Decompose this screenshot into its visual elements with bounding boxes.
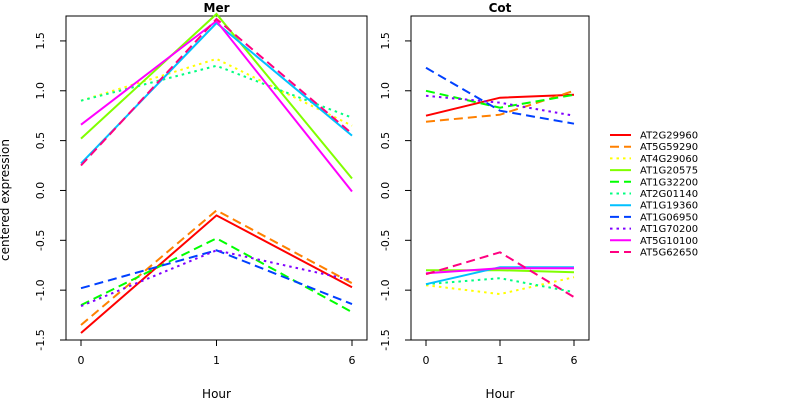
series-line-at1g19360 (80, 21, 353, 165)
series-line-at1g20575 (426, 269, 575, 274)
series-line-at5g10100 (425, 267, 574, 275)
x-tick-label: 0 (423, 354, 430, 367)
series-line-at2g01140 (80, 64, 353, 119)
y-tick-label: 0.5 (34, 132, 47, 150)
y-tick-label: -0.5 (379, 230, 392, 251)
y-axis-title: centered expression (0, 139, 12, 261)
y-tick-label: 1.5 (379, 32, 392, 50)
legend-label: AT1G06950 (640, 212, 698, 223)
y-tick-label: 0.0 (379, 182, 392, 200)
legend-label: AT2G29960 (640, 131, 698, 142)
series-line-at2g01140 (425, 277, 575, 294)
legend-label: AT5G10100 (640, 236, 698, 247)
y-tick-label: 0.5 (379, 132, 392, 150)
legend-label: AT1G20575 (640, 166, 698, 177)
series-line-at1g70200 (425, 94, 575, 117)
series-line-at5g62650 (425, 251, 575, 298)
series-line-at2g29960 (80, 214, 353, 334)
legend-item: AT1G32200 (610, 177, 698, 188)
y-tick-label: 0.0 (34, 182, 47, 200)
legend-label: AT4G29060 (640, 154, 698, 165)
legend-item: AT1G19360 (610, 201, 698, 212)
legend-label: AT2G01140 (640, 189, 698, 200)
legend-item: AT1G70200 (610, 224, 698, 235)
series-line-at1g20575 (80, 12, 353, 180)
legend-item: AT5G62650 (610, 248, 698, 259)
legend-item: AT2G01140 (610, 189, 698, 200)
legend-label: AT1G32200 (640, 177, 698, 188)
x-tick-label: 1 (213, 354, 220, 367)
y-tick-label: 1.0 (379, 82, 392, 100)
x-axis-title: Hour (202, 387, 231, 400)
legend-label: AT5G59290 (640, 142, 698, 153)
series-line-at5g62650 (80, 17, 353, 167)
x-tick-label: 6 (571, 354, 578, 367)
series-line-at1g06950 (80, 249, 353, 306)
series-line-at4g29060 (80, 57, 353, 127)
y-tick-label: -1.5 (34, 329, 47, 350)
y-tick-label: -1.0 (379, 279, 392, 300)
panel-mer: Mer -1.5 -1.0 -0.5 0.0 0.5 1.0 1.5 0 1 6 Hour (34, 1, 368, 400)
legend-item: AT1G20575 (610, 166, 698, 177)
y-tick-label: -1.0 (34, 279, 47, 300)
series-line-at1g06950 (425, 66, 575, 125)
x-tick-label: 1 (497, 354, 504, 367)
legend-item: AT4G29060 (610, 154, 698, 165)
series-line-at2g29960 (425, 93, 575, 117)
legend-label: AT1G70200 (640, 224, 698, 235)
legend-item: AT5G10100 (610, 236, 698, 247)
panel-title: Mer (204, 1, 230, 15)
legend: AT2G29960AT5G59290AT4G29060AT1G20575AT1G… (610, 131, 698, 259)
y-tick-label: -0.5 (34, 230, 47, 251)
series-line-at5g10100 (80, 19, 353, 193)
panel-title: Cot (489, 1, 512, 15)
panels: Mer -1.5 -1.0 -0.5 0.0 0.5 1.0 1.5 0 1 6 Hour Cot -1.… (34, 1, 590, 400)
y-tick-label: 1.0 (34, 82, 47, 100)
legend-item: AT2G29960 (610, 131, 698, 142)
x-tick-label: 0 (78, 354, 85, 367)
x-tick-label: 6 (349, 354, 356, 367)
series-line-at1g32200 (425, 89, 575, 109)
legend-item: AT5G59290 (610, 142, 698, 153)
x-axis-title: Hour (486, 387, 515, 400)
y-tick-label: -1.5 (379, 329, 392, 350)
y-tick-label: 1.5 (34, 32, 47, 50)
series-line-at5g59290 (80, 209, 353, 326)
legend-label: AT1G19360 (640, 201, 698, 212)
series-line-at4g29060 (425, 276, 575, 296)
plot-frame (410, 15, 590, 341)
legend-label: AT5G62650 (640, 248, 698, 259)
panel-cot: Cot -1.5 -1.0 -0.5 0.0 0.5 1.0 1.5 0 1 6 Hour (379, 1, 590, 400)
series-line-at1g32200 (80, 237, 353, 313)
legend-item: AT1G06950 (610, 212, 698, 223)
